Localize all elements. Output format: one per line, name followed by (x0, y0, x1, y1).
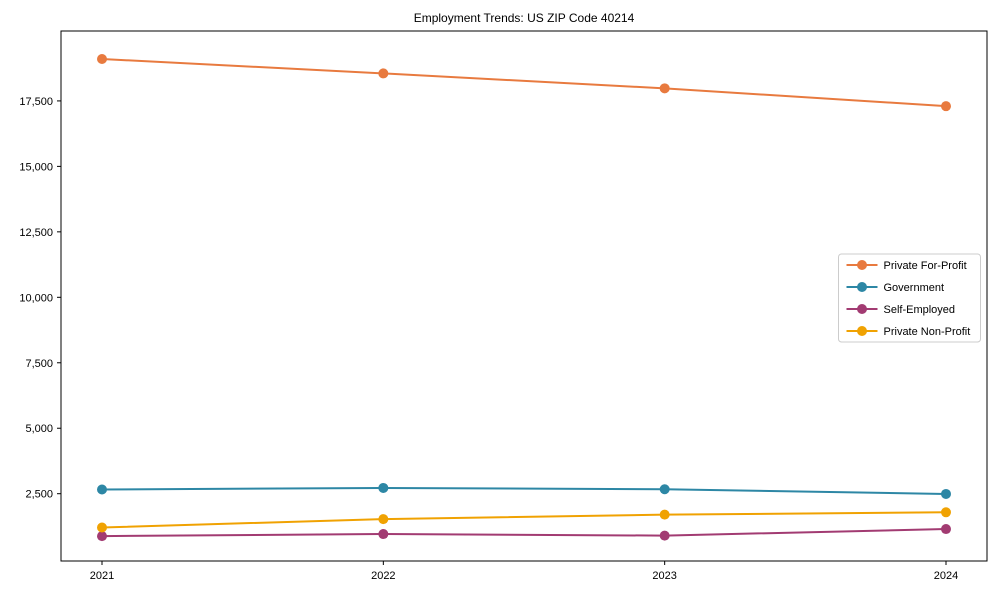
legend-item-label: Self-Employed (884, 304, 956, 316)
x-axis-tick-label: 2023 (652, 570, 676, 582)
series-line-self-employed (101, 528, 947, 538)
data-point (941, 507, 951, 518)
legend-marker (857, 282, 867, 292)
legend-item-label: Government (884, 282, 945, 294)
data-point (97, 522, 107, 533)
data-point (659, 509, 670, 520)
x-axis-tick-label: 2024 (934, 570, 958, 582)
chart-title: Employment Trends: US ZIP Code 40214 (414, 11, 635, 25)
legend-marker (857, 304, 867, 314)
legend-item-label: Private Non-Profit (884, 326, 971, 338)
data-point (659, 83, 670, 94)
data-point (97, 484, 107, 495)
legend-item: Private Non-Profit (846, 326, 971, 338)
legend-item: Government (846, 282, 945, 294)
y-axis-tick-label: 12,500 (19, 227, 53, 239)
legend-marker (857, 326, 867, 336)
x-axis-tick-label: 2022 (371, 570, 395, 582)
x-axis-tick-label: 2021 (90, 570, 114, 582)
legend-item: Self-Employed (846, 304, 956, 316)
y-axis-tick-label: 15,000 (19, 161, 53, 173)
data-point (378, 68, 389, 79)
legend-item-label: Private For-Profit (884, 260, 967, 272)
legend-item: Private For-Profit (846, 260, 967, 272)
y-axis-tick-label: 2,500 (25, 489, 53, 501)
data-point (941, 524, 951, 535)
data-point (659, 530, 670, 541)
y-axis-tick-label: 7,500 (25, 358, 53, 370)
legend-box (838, 253, 981, 343)
series-line-government (101, 486, 947, 495)
data-point (941, 488, 951, 499)
data-point (97, 54, 107, 65)
legend-marker (857, 260, 867, 270)
data-point (378, 514, 389, 525)
axes-frame (60, 30, 988, 562)
y-axis-tick-label: 17,500 (19, 96, 53, 108)
plot-area: 2,500 5,000 7,500 10,000 12,500 15,000 17,500 2… (19, 30, 988, 582)
y-axis-tick-label: 10,000 (19, 292, 53, 304)
series-line-private-for-profit (101, 58, 947, 108)
data-point (941, 101, 951, 112)
legend: Private For-Profit Government Self-Employe… (838, 253, 981, 343)
data-point (378, 482, 389, 493)
series-line-private-non-profit (101, 511, 947, 529)
data-point (659, 484, 670, 495)
data-point (378, 529, 389, 540)
y-axis-tick-label: 5,000 (25, 423, 53, 435)
data-point (97, 531, 107, 542)
